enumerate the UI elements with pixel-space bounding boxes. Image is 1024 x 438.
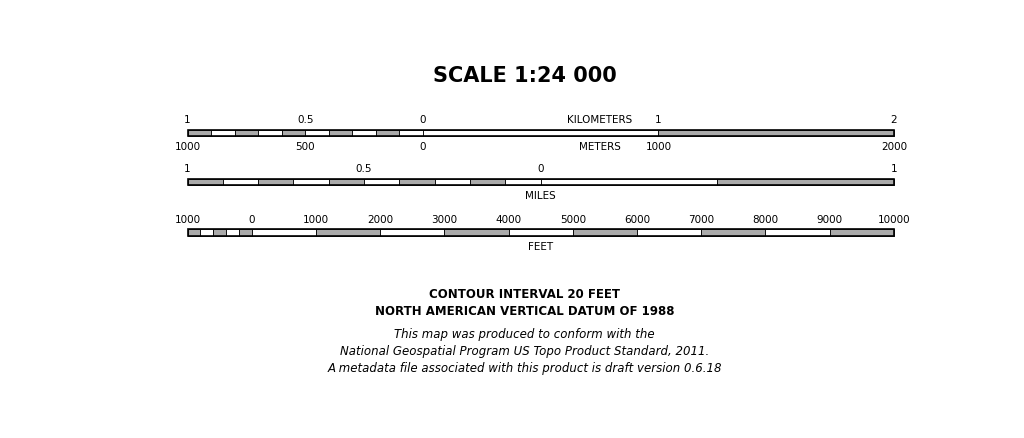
Text: SCALE 1:24 000: SCALE 1:24 000 (433, 66, 616, 86)
Bar (765, 230, 829, 236)
Text: 0.5: 0.5 (297, 115, 313, 125)
Text: National Geospatial Program US Topo Product Standard, 2011.: National Geospatial Program US Topo Prod… (340, 345, 710, 357)
Text: 8000: 8000 (753, 215, 778, 225)
Bar (444, 230, 509, 236)
Text: 1: 1 (655, 115, 662, 125)
Text: KILOMETERS: KILOMETERS (567, 115, 632, 125)
Text: 9000: 9000 (816, 215, 843, 225)
Bar (211, 131, 234, 137)
Text: 1: 1 (184, 164, 190, 174)
Bar (541, 180, 717, 185)
Bar (329, 180, 365, 185)
Bar (252, 230, 316, 236)
Text: 2000: 2000 (881, 142, 907, 152)
Bar (423, 131, 658, 137)
Bar (187, 180, 223, 185)
Bar (305, 131, 329, 137)
Text: 1: 1 (184, 115, 190, 125)
Bar (226, 230, 239, 236)
Text: 0: 0 (420, 115, 426, 125)
Text: 2000: 2000 (367, 215, 393, 225)
Text: 0: 0 (420, 142, 426, 152)
Bar (399, 131, 423, 137)
Text: 5000: 5000 (560, 215, 586, 225)
Bar (187, 131, 211, 137)
Text: A metadata file associated with this product is draft version 0.6.18: A metadata file associated with this pro… (328, 361, 722, 374)
Bar (187, 230, 894, 236)
Bar (509, 230, 572, 236)
Text: 2: 2 (891, 115, 897, 125)
Text: 3000: 3000 (431, 215, 458, 225)
Text: 1000: 1000 (645, 142, 672, 152)
Text: 1000: 1000 (174, 142, 201, 152)
Text: 1: 1 (891, 164, 897, 174)
Text: 1000: 1000 (303, 215, 329, 225)
Bar (239, 230, 252, 236)
Text: This map was produced to conform with the: This map was produced to conform with th… (394, 328, 655, 341)
Bar (282, 131, 305, 137)
Bar (352, 131, 376, 137)
Bar (201, 230, 213, 236)
Bar (637, 230, 701, 236)
Bar (380, 230, 444, 236)
Text: 500: 500 (296, 142, 315, 152)
Text: MILES: MILES (525, 191, 556, 201)
Text: 0: 0 (538, 164, 544, 174)
Bar (187, 180, 894, 185)
Bar (213, 230, 226, 236)
Bar (187, 230, 201, 236)
Bar (234, 131, 258, 137)
Text: METERS: METERS (579, 142, 621, 152)
Bar (187, 131, 894, 137)
Bar (399, 180, 435, 185)
Text: NORTH AMERICAN VERTICAL DATUM OF 1988: NORTH AMERICAN VERTICAL DATUM OF 1988 (375, 304, 675, 317)
Text: 0: 0 (249, 215, 255, 225)
Bar (572, 230, 637, 236)
Bar (506, 180, 541, 185)
Bar (316, 230, 380, 236)
Bar (258, 180, 294, 185)
Bar (717, 180, 894, 185)
Text: 6000: 6000 (624, 215, 650, 225)
Bar (258, 131, 282, 137)
Text: 4000: 4000 (496, 215, 521, 225)
Bar (365, 180, 399, 185)
Bar (294, 180, 329, 185)
Bar (329, 131, 352, 137)
Bar (470, 180, 506, 185)
Bar (701, 230, 765, 236)
Bar (376, 131, 399, 137)
Bar (223, 180, 258, 185)
Text: 10000: 10000 (878, 215, 910, 225)
Bar (658, 131, 894, 137)
Bar (435, 180, 470, 185)
Bar (829, 230, 894, 236)
Text: CONTOUR INTERVAL 20 FEET: CONTOUR INTERVAL 20 FEET (429, 287, 621, 300)
Text: 1000: 1000 (174, 215, 201, 225)
Text: FEET: FEET (528, 241, 553, 251)
Text: 7000: 7000 (688, 215, 715, 225)
Text: 0.5: 0.5 (356, 164, 373, 174)
